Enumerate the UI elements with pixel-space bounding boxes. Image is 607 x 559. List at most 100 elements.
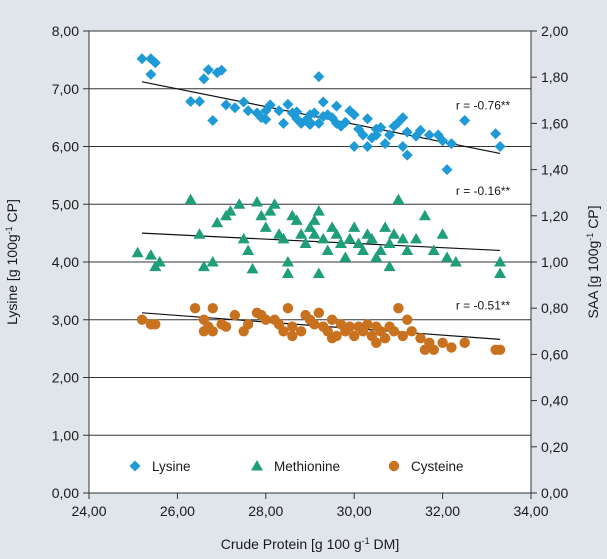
legend-label-cysteine: Cysteine — [411, 459, 464, 474]
y-right-tick-label: 0,00 — [541, 485, 568, 501]
cysteine-point — [415, 333, 426, 344]
lysine-point — [207, 115, 219, 127]
cysteine-point — [419, 344, 431, 355]
lysine-point — [445, 138, 457, 150]
y-right-tick-label: 0,60 — [541, 346, 568, 362]
lysine-point — [415, 124, 426, 136]
methionine-point — [290, 214, 303, 225]
methionine-point — [383, 260, 396, 272]
methionine-point — [295, 228, 308, 239]
methionine-point — [334, 237, 347, 249]
lysine-point — [348, 141, 360, 152]
cysteine-point — [136, 314, 148, 325]
lysine-point — [361, 141, 373, 152]
methionine-r-annotation: r = -0.16** — [456, 184, 511, 198]
lysine-point — [401, 126, 413, 138]
y-right-tick-label: 2,00 — [541, 23, 568, 39]
x-axis-title: Crude Protein [g 100 g-1 DM] — [221, 536, 399, 552]
x-tick-label: 32,00 — [425, 503, 460, 519]
lysine-point — [331, 100, 343, 112]
cysteine-point — [446, 342, 457, 353]
lysine-point — [313, 117, 325, 129]
methionine-point — [427, 244, 440, 255]
y-left-tick-label: 8,00 — [52, 23, 79, 39]
cysteine-point — [393, 303, 404, 314]
legend-marker-methionine — [251, 460, 263, 471]
lysine-point — [317, 110, 329, 122]
lysine-point — [291, 106, 303, 118]
x-tick-label: 34,00 — [513, 503, 548, 519]
methionine-point — [494, 256, 507, 267]
lysine-point — [198, 73, 210, 85]
cysteine-point — [150, 319, 161, 330]
methionine-point — [246, 262, 259, 274]
methionine-point — [233, 198, 246, 209]
axes: 0,00 1,00 2,00 3,00 4,00 5,00 6,00 7,00 8,00 0,00… — [52, 23, 569, 519]
y-left-tick-label: 3,00 — [52, 312, 79, 328]
lysine-point — [397, 141, 409, 152]
methionine-point — [259, 221, 272, 232]
methionine-point — [370, 251, 383, 262]
lysine-point — [216, 64, 228, 76]
cysteine-point — [229, 309, 241, 321]
lysine-point — [441, 164, 453, 176]
methionine-point — [153, 256, 166, 267]
y-right-tick-label: 1,20 — [541, 208, 568, 224]
methionine-point — [131, 246, 144, 258]
lysine-point — [317, 96, 329, 108]
y-right-tick-label: 1,40 — [541, 162, 568, 178]
lysine-point — [423, 129, 435, 141]
y-left-tick-label: 1,00 — [52, 427, 79, 443]
lysine-point — [490, 128, 502, 140]
cysteine-point — [402, 314, 413, 325]
cysteine-point — [189, 303, 201, 314]
lysine-point — [238, 96, 250, 108]
lysine-point — [375, 121, 387, 133]
cysteine-point — [287, 321, 298, 332]
y-axis-left-title: Lysine [g 100g-1 CP] — [4, 199, 20, 325]
legend-marker-lysine — [129, 460, 141, 472]
methionine-point — [268, 198, 281, 209]
methionine-point — [281, 256, 294, 267]
cysteine-point — [459, 337, 470, 349]
methionine-point — [193, 228, 206, 239]
methionine-point — [206, 256, 219, 267]
y-left-tick-label: 5,00 — [52, 196, 79, 212]
methionine-point — [264, 205, 277, 216]
lysine-point — [379, 138, 391, 150]
cysteine-point — [362, 319, 373, 330]
cysteine-point — [242, 319, 254, 330]
lysine-point — [437, 135, 449, 147]
lysine-point — [459, 115, 471, 127]
lysine-point — [401, 149, 413, 161]
cysteine-point — [397, 330, 409, 342]
methionine-point — [326, 221, 339, 232]
cysteine-point — [344, 321, 355, 332]
lysine-point — [370, 129, 382, 141]
cysteine-point — [278, 326, 289, 337]
methionine-point — [374, 244, 387, 255]
methionine-point — [312, 267, 325, 279]
cysteine-point — [379, 333, 391, 344]
cysteine-point — [326, 314, 338, 325]
methionine-point — [348, 221, 361, 232]
lysine-point — [331, 117, 343, 129]
methionine-point — [144, 249, 157, 260]
lysine-point — [194, 95, 205, 107]
data-points — [131, 53, 507, 355]
methionine-point — [281, 267, 294, 279]
cysteine-point — [282, 303, 294, 314]
y-left-tick-label: 6,00 — [52, 139, 79, 155]
methionine-point — [418, 209, 431, 221]
methionine-point — [436, 228, 449, 239]
lysine-point — [220, 99, 232, 111]
methionine-point — [242, 244, 255, 255]
x-tick-label: 26,00 — [160, 503, 195, 519]
y-right-tick-label: 0,40 — [541, 393, 568, 409]
y-right-tick-label: 0,80 — [541, 300, 568, 316]
cysteine-point — [349, 330, 360, 342]
methionine-point — [330, 228, 343, 239]
cysteine-point — [406, 326, 417, 337]
methionine-point — [357, 244, 370, 255]
